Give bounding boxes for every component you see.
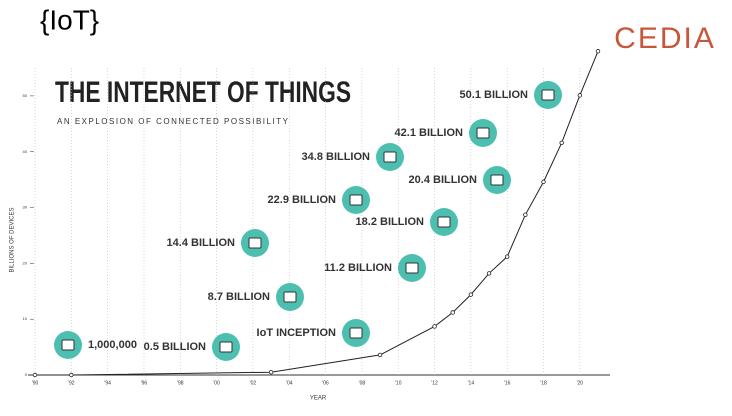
x-tick-label: '98	[177, 380, 184, 386]
annotation-glyph	[219, 341, 233, 353]
x-tick-label: '00	[213, 380, 220, 386]
annotation-glyph	[349, 327, 363, 339]
annotation-glyph	[349, 194, 363, 206]
x-tick-label: '10	[395, 380, 402, 386]
brand: CEDIA	[614, 22, 716, 55]
y-tick-label: 0	[25, 372, 28, 377]
point	[559, 140, 564, 145]
x-tick-label: '02	[250, 380, 257, 386]
y-tick-label: 40	[23, 149, 28, 154]
point	[268, 370, 274, 375]
x-tick-label: '92	[68, 380, 75, 386]
annotation-label: 1,000,000	[88, 339, 137, 351]
annotation-label: 42.1 BILLION	[395, 127, 464, 139]
chart-subtitle: AN EXPLOSION OF CONNECTED POSSIBILITY	[57, 117, 289, 126]
point	[504, 254, 510, 259]
x-tick-label: '06	[322, 380, 329, 386]
annotation-label: 50.1 BILLION	[460, 89, 529, 101]
point	[468, 292, 474, 297]
x-tick-label: '12	[431, 380, 438, 386]
annotation-glyph	[405, 262, 419, 274]
annotation-label: 11.2 BILLION	[324, 262, 392, 274]
annotation-glyph	[283, 291, 297, 303]
x-tick-label: '08	[359, 380, 366, 386]
point	[486, 271, 492, 276]
annotation-label: 22.9 BILLION	[268, 194, 337, 206]
annotation-glyph	[383, 151, 397, 163]
annotation-glyph	[61, 339, 75, 351]
y-tick-label: 10	[23, 316, 28, 321]
annotation-label: 34.8 BILLION	[302, 151, 371, 163]
chart-title: THE INTERNET OF THINGS	[55, 76, 351, 109]
x-tick-label: '20	[577, 380, 584, 386]
y-tick-label: 20	[23, 260, 28, 265]
annotation-glyph	[476, 127, 490, 139]
annotation-label: 18.2 BILLION	[356, 216, 425, 228]
y-tick-label: 30	[23, 205, 28, 210]
annotation-label: IoT INCEPTION	[257, 327, 337, 339]
x-axis-title: YEAR	[310, 396, 327, 402]
annotation-glyph	[541, 89, 555, 101]
x-tick-label: '04	[286, 380, 293, 386]
annotation-glyph	[248, 237, 262, 249]
point	[523, 212, 528, 218]
point	[541, 179, 546, 185]
annotation-glyph	[437, 216, 451, 228]
x-tick-label: '96	[141, 380, 148, 386]
annotation-label: 14.4 BILLION	[167, 237, 236, 249]
annotation-label: 8.7 BILLION	[208, 291, 270, 303]
point	[432, 324, 437, 329]
y-tick-label: 50	[23, 93, 28, 98]
x-tick-label: '94	[104, 380, 111, 386]
point	[450, 310, 455, 315]
line	[34, 51, 599, 376]
annotation-glyph	[490, 174, 504, 186]
y-axis-title: BILLIONS OF DEVICES	[10, 207, 16, 272]
annotation-label: 20.4 BILLION	[409, 174, 478, 186]
point	[595, 49, 601, 54]
point	[32, 372, 38, 378]
tag: {IoT}	[40, 4, 99, 35]
x-tick-label: '90	[32, 380, 39, 386]
point	[69, 372, 74, 378]
x-tick-label: '16	[504, 380, 511, 386]
x-tick-label: '14	[468, 380, 475, 386]
point	[377, 352, 383, 358]
annotation-label: 0.5 BILLION	[144, 341, 206, 353]
point	[577, 93, 583, 98]
x-tick-label: '18	[540, 380, 547, 386]
